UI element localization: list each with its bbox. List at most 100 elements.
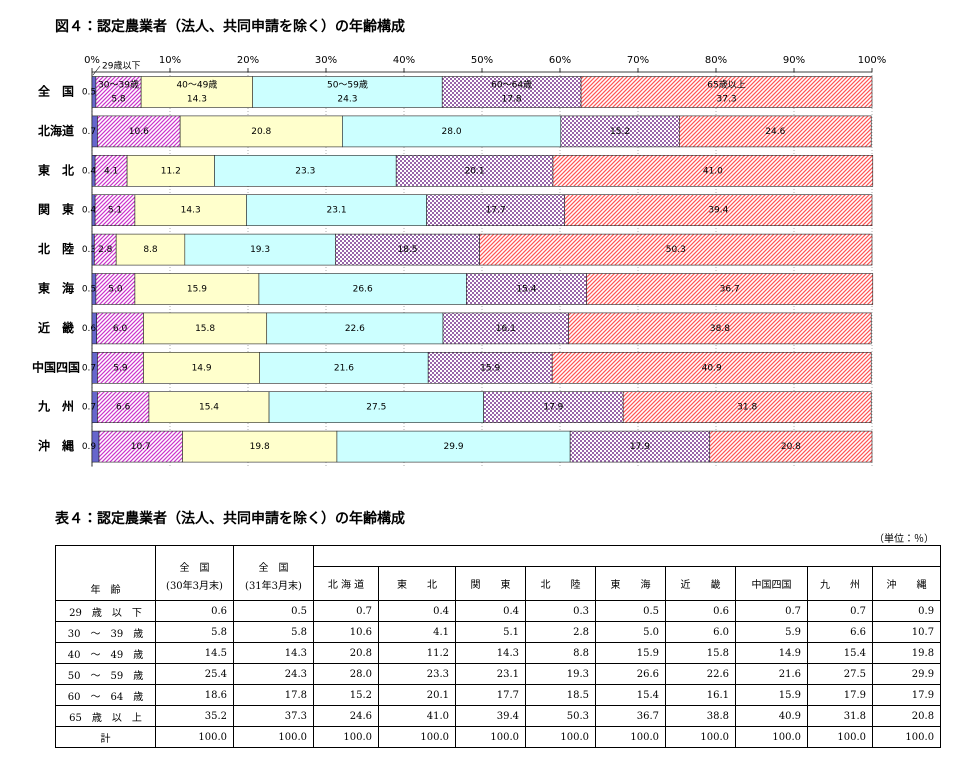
- value-label: 17.8: [502, 95, 522, 105]
- table-cell: 24.3: [233, 663, 314, 685]
- value-label: 15.4: [199, 403, 219, 413]
- value-label: 14.9: [192, 363, 212, 373]
- table-row: 計 100.0 100.0 100.0 100.0 100.0 100.0 100.0 100.…: [55, 726, 942, 748]
- legend-entry: 30～39歳: [98, 79, 139, 91]
- table-row: 50 ～ 59 歳 25.4 24.3 28.0 23.3 23.1 19.3 26.6 22.…: [55, 663, 942, 685]
- bar-segment: [483, 391, 624, 424]
- value-label: 17.9: [630, 442, 650, 452]
- y-tick-label: 東 北: [38, 162, 74, 177]
- value-label: 19.3: [250, 245, 270, 255]
- bar-segment: [143, 351, 260, 384]
- legend-entry: 40～49歳: [176, 79, 217, 91]
- table-cell: 35.2: [155, 705, 234, 727]
- bar-segment: [179, 115, 343, 148]
- value-label: 0.9: [82, 442, 97, 452]
- bar-segment: [442, 312, 569, 345]
- value-label: 0.7: [82, 127, 96, 137]
- table-cell: 8.8: [525, 642, 596, 664]
- y-tick-label: 北 陸: [38, 241, 74, 256]
- bar-segment: [679, 115, 872, 148]
- x-tick-label: 0%: [84, 55, 100, 66]
- table-cell: 26.6: [595, 663, 666, 685]
- bar-segment: [94, 155, 128, 187]
- table-row: 40 ～ 49 歳 14.5 14.3 20.8 11.2 14.3 8.8 15.9 15.8…: [55, 642, 942, 664]
- table-cell: 40.9: [735, 705, 808, 727]
- bar-segment: [184, 233, 336, 266]
- table-cell: 100.0: [735, 726, 808, 748]
- table-cell: 5.8: [155, 621, 234, 643]
- bar-segment: [115, 233, 186, 266]
- bar-segment: [336, 430, 571, 463]
- bar-segment: [268, 391, 484, 424]
- legend-entry: 29歳以下: [102, 60, 140, 72]
- table-cell: 100.0: [665, 726, 736, 748]
- table-cell: 23.3: [378, 663, 456, 685]
- table-cell: 21.6: [735, 663, 808, 685]
- table-cell: 14.9: [735, 642, 808, 664]
- value-label: 15.4: [516, 285, 536, 295]
- value-label: 20.8: [251, 127, 271, 137]
- y-tick-label: 関 東: [38, 202, 74, 217]
- bar-segment: [143, 312, 268, 345]
- legend-entry: 50～59歳: [327, 79, 368, 91]
- table-cell: 20.8: [871, 705, 942, 727]
- table-cell: 15.2: [313, 684, 379, 706]
- table-cell: 0.3: [525, 600, 596, 622]
- value-label: 6.0: [113, 324, 128, 334]
- chart: 0% 10% 20% 30% 40% 50% 60% 70% 80% 90% 100% 全 国 0.5 5…: [32, 55, 886, 467]
- table-cell: 100.0: [595, 726, 666, 748]
- x-tick-label: 80%: [705, 55, 727, 66]
- table-cell: 31.8: [807, 705, 873, 727]
- y-tick-label: 沖 縄: [38, 438, 74, 453]
- table-cell: 19.8: [871, 642, 942, 664]
- value-label: 23.3: [295, 166, 315, 176]
- y-tick-label: 近 畿: [38, 320, 74, 335]
- bar-segment: [94, 194, 136, 226]
- bar-segment: [586, 273, 874, 305]
- column-header: 東 海: [595, 566, 666, 601]
- y-tick-label: 九 州: [37, 399, 74, 414]
- column-header: 北 陸: [525, 566, 596, 601]
- table-title: 表４：認定農業者（法人、共同申請を除く）の年齢構成: [55, 511, 405, 527]
- bar-segment: [95, 273, 136, 305]
- bar-segment: [266, 312, 444, 345]
- bar-segment: [97, 115, 181, 148]
- table-cell: 19.3: [525, 663, 596, 685]
- table-row: 30 ～ 39 歳 5.8 5.8 10.6 4.1 5.1 2.8 5.0 6.0 5.9 6.6…: [55, 621, 942, 643]
- table-cell: 15.4: [807, 642, 873, 664]
- table-cell: 0.6: [155, 600, 234, 622]
- value-label: 23.1: [327, 206, 347, 216]
- table-cell: 0.4: [455, 600, 526, 622]
- x-tick-label: 10%: [159, 55, 181, 66]
- table-cell: 4.1: [378, 621, 456, 643]
- value-label: 20.1: [465, 166, 485, 176]
- bar-segment: [246, 194, 427, 226]
- table-cell: 0.9: [871, 600, 942, 622]
- x-tick-label: 40%: [393, 55, 415, 66]
- value-label: 28.0: [442, 127, 462, 137]
- row-label: 計: [55, 726, 156, 748]
- bar-segment: [148, 391, 270, 424]
- value-label: 50.3: [666, 245, 686, 255]
- table-cell: 100.0: [525, 726, 596, 748]
- value-label: 31.8: [737, 403, 757, 413]
- value-label: 36.7: [720, 285, 740, 295]
- table-cell: 0.5: [233, 600, 314, 622]
- value-label: 17.7: [486, 206, 506, 216]
- table-cell: 27.5: [807, 663, 873, 685]
- value-label: 11.2: [161, 166, 181, 176]
- value-label: 0.4: [82, 166, 97, 176]
- value-label: 15.2: [610, 127, 630, 137]
- table-cell: 41.0: [378, 705, 456, 727]
- table-cell: 100.0: [313, 726, 379, 748]
- bar-segment: [258, 273, 467, 305]
- table-cell: 0.7: [807, 600, 873, 622]
- table-cell: 15.9: [735, 684, 808, 706]
- column-header: 全 国 (31年3月末): [233, 545, 314, 601]
- table-cell: 14.3: [455, 642, 526, 664]
- value-label: 5.1: [108, 206, 122, 216]
- table-cell: 50.3: [525, 705, 596, 727]
- legend-entry: 65歳以上: [707, 79, 745, 91]
- value-label: 21.6: [334, 363, 354, 373]
